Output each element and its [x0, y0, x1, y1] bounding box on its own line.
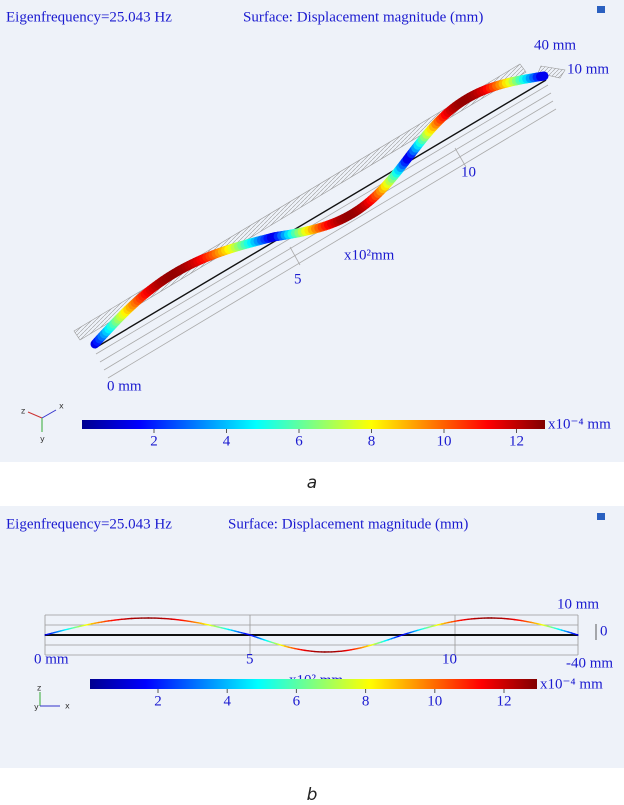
frequency: Eigenfrequency=25.043 Hz: [6, 9, 172, 25]
triad-label: y: [34, 703, 39, 712]
colorbar-tick-label: 12: [497, 693, 512, 709]
colorbar: [82, 420, 545, 429]
beam-segment: [541, 76, 544, 77]
label: 10 mm: [557, 596, 599, 612]
colorbar-tick-label: 2: [150, 433, 158, 449]
label: 5: [246, 651, 254, 667]
caption: b: [307, 785, 318, 805]
surface: Surface: Displacement magnitude (mm): [243, 9, 483, 25]
colorbar-unit: x10⁻⁴ mm: [540, 676, 603, 692]
colorbar-tick-label: 10: [437, 433, 452, 449]
triad-label: y: [40, 435, 45, 444]
colorbar-tick-label: 2: [154, 693, 162, 709]
colorbar-tick-label: 6: [293, 693, 301, 709]
figure: Eigenfrequency=25.043 Hz Surface: Displa…: [0, 0, 624, 805]
colorbar: [90, 679, 537, 689]
colorbar-tick-label: 6: [295, 433, 303, 449]
colorbar-tick-label: 8: [368, 433, 376, 449]
label: 10 mm: [567, 61, 609, 77]
frequency: Eigenfrequency=25.043 Hz: [6, 516, 172, 532]
triad-label: z: [21, 407, 25, 416]
icon: [597, 6, 605, 13]
icon: [597, 513, 605, 520]
triad-label: x: [59, 402, 64, 411]
label: 0: [600, 623, 608, 639]
surface: Surface: Displacement magnitude (mm): [228, 516, 468, 532]
label: 0 mm: [34, 651, 69, 667]
label: 5: [294, 271, 302, 287]
label: x10²mm: [344, 247, 395, 263]
colorbar-tick-label: 4: [223, 693, 231, 709]
caption: a: [307, 473, 317, 493]
colorbar-tick-label: 10: [427, 693, 442, 709]
beam-segment: [575, 634, 578, 635]
label: -40 mm: [566, 655, 613, 671]
colorbar-unit: x10⁻⁴ mm: [548, 416, 611, 432]
label: 0 mm: [107, 378, 142, 394]
colorbar-tick-label: 12: [509, 433, 524, 449]
label: 10: [461, 164, 476, 180]
label: 10: [442, 651, 457, 667]
colorbar-tick-label: 8: [362, 693, 370, 709]
triad-label: x: [65, 702, 70, 711]
colorbar-tick-label: 4: [223, 433, 231, 449]
label: 40 mm: [534, 37, 576, 53]
panel-b: [0, 506, 624, 768]
triad-label: z: [37, 684, 41, 693]
